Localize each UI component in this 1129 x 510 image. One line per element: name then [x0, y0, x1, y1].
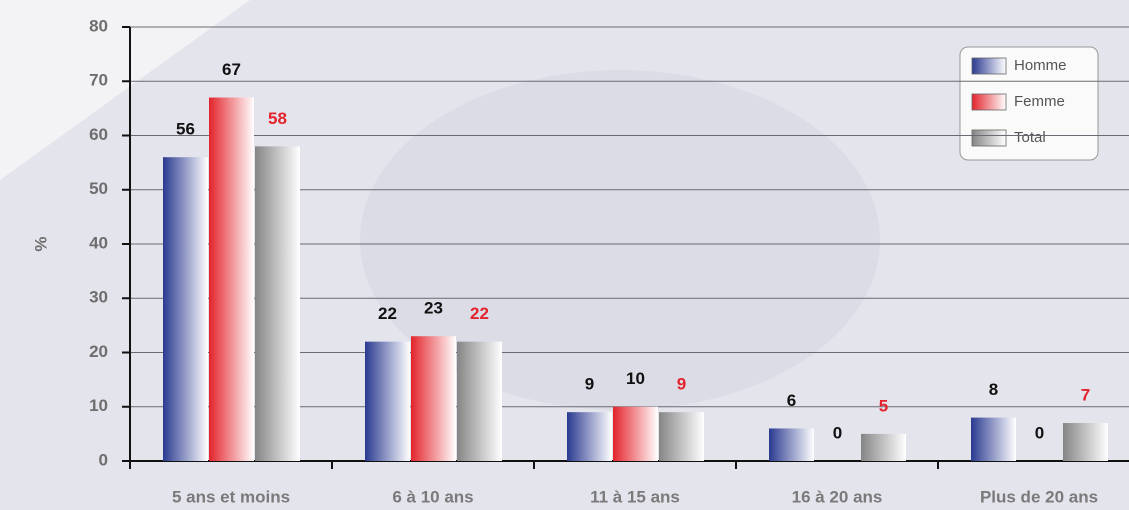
legend-swatch: [971, 129, 1007, 147]
value-label: 7: [1081, 386, 1090, 405]
value-label: 0: [833, 423, 842, 442]
value-label: 67: [222, 60, 241, 79]
value-label: 56: [176, 120, 195, 139]
legend: Homme Femme Total: [959, 46, 1099, 161]
value-label: 23: [424, 299, 443, 318]
y-tick-label: 40: [89, 233, 108, 252]
value-label: 22: [470, 304, 489, 323]
y-tick-label: 10: [89, 396, 108, 415]
x-tick-label: 6 à 10 ans: [392, 487, 473, 506]
bar: [255, 146, 300, 461]
value-label: 22: [378, 304, 397, 323]
bar: [567, 412, 612, 461]
value-label: 0: [1035, 423, 1044, 442]
bar: [411, 336, 456, 461]
y-axis-label: %: [31, 236, 50, 251]
bar: [861, 433, 906, 461]
y-tick-label: 70: [89, 71, 108, 90]
background-shape: [360, 70, 880, 410]
value-label: 8: [989, 380, 998, 399]
bar: [163, 157, 208, 461]
bar: [613, 406, 658, 461]
x-tick-label: 16 à 20 ans: [792, 487, 883, 506]
value-label: 9: [585, 375, 594, 394]
legend-swatch: [971, 93, 1007, 111]
y-tick-label: 60: [89, 125, 108, 144]
y-tick-label: 30: [89, 288, 108, 307]
y-tick-label: 20: [89, 342, 108, 361]
x-tick-label: Plus de 20 ans: [980, 487, 1098, 506]
value-label: 58: [268, 109, 287, 128]
bar: [365, 341, 410, 461]
value-label: 10: [626, 369, 645, 388]
value-label: 9: [677, 375, 686, 394]
x-tick-label: 11 à 15 ans: [590, 487, 680, 506]
bar: [769, 428, 814, 461]
bar: [1063, 423, 1108, 461]
legend-label: Femme: [1014, 93, 1065, 110]
bar: [457, 341, 502, 461]
bar: [209, 97, 254, 462]
legend-label: Homme: [1014, 57, 1067, 74]
bar: [971, 417, 1016, 461]
y-tick-label: 50: [89, 179, 108, 198]
legend-label: Total: [1014, 129, 1046, 146]
y-tick-label: 0: [99, 450, 108, 469]
value-label: 5: [879, 396, 888, 415]
legend-swatch: [971, 57, 1007, 75]
value-label: 6: [787, 391, 796, 410]
x-tick-label: 5 ans et moins: [172, 487, 290, 506]
y-tick-label: 80: [89, 16, 108, 35]
bar: [659, 412, 704, 461]
